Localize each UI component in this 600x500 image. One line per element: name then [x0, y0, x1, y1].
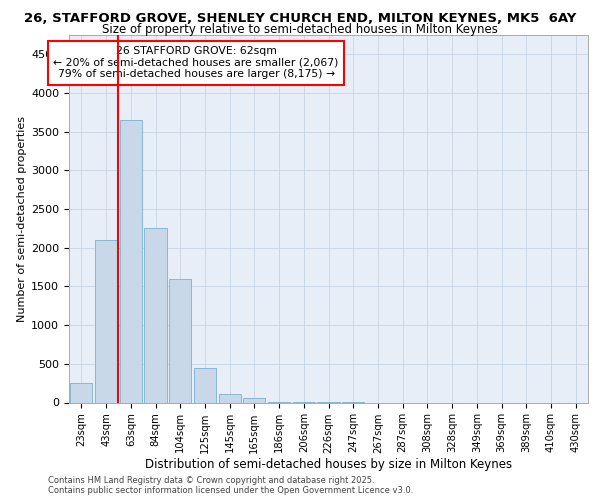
Bar — [169, 278, 191, 402]
Bar — [243, 398, 265, 402]
X-axis label: Distribution of semi-detached houses by size in Milton Keynes: Distribution of semi-detached houses by … — [145, 458, 512, 471]
Bar — [119, 120, 142, 403]
Bar — [194, 368, 216, 402]
Text: 26, STAFFORD GROVE, SHENLEY CHURCH END, MILTON KEYNES, MK5  6AY: 26, STAFFORD GROVE, SHENLEY CHURCH END, … — [24, 12, 576, 26]
Text: 26 STAFFORD GROVE: 62sqm
← 20% of semi-detached houses are smaller (2,067)
79% o: 26 STAFFORD GROVE: 62sqm ← 20% of semi-d… — [53, 46, 339, 79]
Text: Size of property relative to semi-detached houses in Milton Keynes: Size of property relative to semi-detach… — [102, 22, 498, 36]
Text: Contains HM Land Registry data © Crown copyright and database right 2025.
Contai: Contains HM Land Registry data © Crown c… — [48, 476, 413, 495]
Y-axis label: Number of semi-detached properties: Number of semi-detached properties — [17, 116, 27, 322]
Bar — [95, 240, 117, 402]
Bar — [145, 228, 167, 402]
Bar — [70, 383, 92, 402]
Bar — [218, 394, 241, 402]
